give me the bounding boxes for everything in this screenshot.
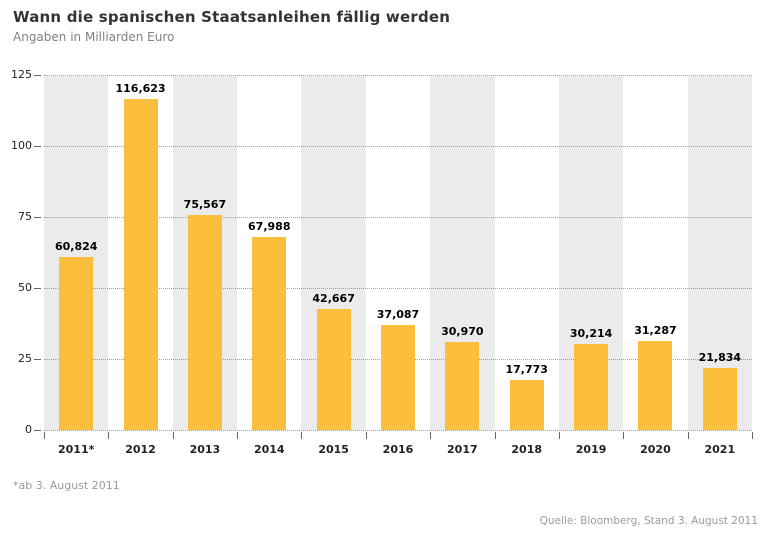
bar <box>381 324 415 430</box>
bar-value-label: 67,988 <box>248 219 291 233</box>
y-tick-label: 25 <box>18 352 32 365</box>
bar <box>187 215 222 430</box>
page-title: Wann die spanischen Staatsanleihen fälli… <box>13 8 451 26</box>
x-tick-mark <box>108 432 110 439</box>
bar <box>316 308 351 430</box>
x-tick-label: 2011* <box>57 443 95 456</box>
x-tick-label: 2015 <box>318 443 349 456</box>
bar-value-label: 60,824 <box>54 240 98 254</box>
x-tick-label: 2018 <box>511 443 543 456</box>
y-tick-label: 50 <box>18 281 32 294</box>
gridline <box>44 288 752 289</box>
x-tick-label: 2017 <box>447 443 478 456</box>
y-tick-mark <box>34 146 41 147</box>
bar-value-label: 42,667 <box>312 291 355 305</box>
gridline <box>44 217 752 218</box>
y-tick-mark <box>34 359 41 360</box>
gridline <box>44 146 752 147</box>
bar-value-label: 21,834 <box>698 350 742 364</box>
y-tick-mark <box>34 75 41 76</box>
x-tick-mark <box>687 432 689 439</box>
x-tick-mark <box>558 432 560 439</box>
bar <box>638 341 673 430</box>
bar <box>574 344 609 430</box>
bar-value-label: 30,970 <box>441 325 484 339</box>
x-tick-label: 2016 <box>382 443 414 456</box>
y-tick-mark <box>34 217 41 218</box>
bar-value-label: 75,567 <box>183 198 227 212</box>
y-tick-mark <box>34 430 41 431</box>
x-tick-mark <box>44 432 45 439</box>
x-tick-mark <box>172 432 174 439</box>
gridline <box>44 430 752 431</box>
gridline <box>44 75 752 76</box>
x-tick-mark <box>752 432 753 439</box>
bar <box>509 379 544 430</box>
bar-value-label: 31,287 <box>634 324 677 338</box>
x-tick-label: 2014 <box>253 443 285 456</box>
x-tick-mark <box>237 432 239 439</box>
bar <box>252 236 287 430</box>
x-tick-label: 2019 <box>575 443 607 456</box>
footnote: *ab 3. August 2011 <box>13 479 120 492</box>
bar <box>445 342 480 430</box>
y-tick-label: 100 <box>11 139 32 152</box>
source-credit: Quelle: Bloomberg, Stand 3. August 2011 <box>539 515 758 527</box>
bar <box>59 257 94 430</box>
y-tick-label: 125 <box>11 68 32 81</box>
x-tick-mark <box>430 432 432 439</box>
bar-value-label: 116,623 <box>115 81 166 95</box>
x-tick-label: 2013 <box>189 443 221 456</box>
y-tick-mark <box>34 288 41 289</box>
y-tick-label: 75 <box>18 210 32 223</box>
chart-subtitle: Angaben in Milliarden Euro <box>13 30 175 44</box>
x-tick-label: 2012 <box>125 443 156 456</box>
bar-value-label: 30,214 <box>569 327 613 341</box>
bar <box>123 98 158 430</box>
x-tick-mark <box>623 432 625 439</box>
x-tick-mark <box>301 432 303 439</box>
x-tick-label: 2021 <box>704 443 736 456</box>
bar-value-label: 17,773 <box>505 362 548 376</box>
x-tick-label: 2020 <box>640 443 671 456</box>
bar-value-label: 37,087 <box>376 307 420 321</box>
bar <box>702 367 737 430</box>
y-tick-label: 0 <box>25 423 32 436</box>
x-tick-mark <box>494 432 496 439</box>
x-tick-mark <box>365 432 367 439</box>
